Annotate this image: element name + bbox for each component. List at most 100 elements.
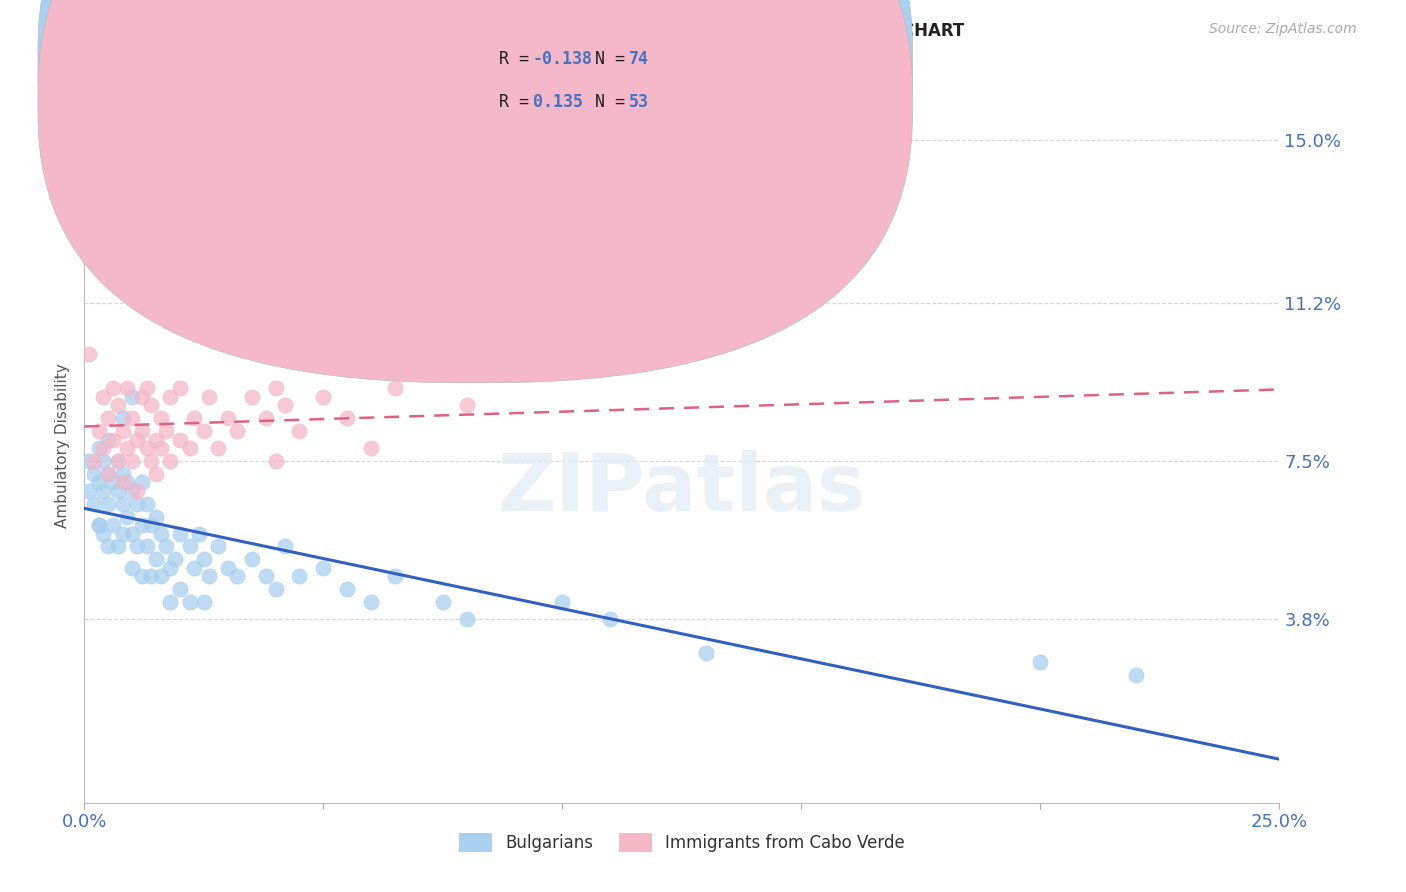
Point — [264, 381, 287, 395]
Point — [131, 475, 153, 490]
Point — [121, 483, 143, 498]
Point — [131, 518, 153, 533]
Point — [93, 526, 115, 541]
Text: -0.138: -0.138 — [533, 51, 593, 69]
Text: 0.135: 0.135 — [533, 93, 583, 111]
Point — [193, 424, 215, 438]
Point — [83, 454, 105, 468]
Point — [97, 540, 120, 554]
Point — [131, 390, 153, 404]
Point — [125, 497, 148, 511]
Point — [193, 595, 215, 609]
Point — [141, 454, 163, 468]
Point — [240, 390, 263, 404]
Point — [121, 561, 143, 575]
Point — [254, 411, 277, 425]
Point — [274, 398, 297, 412]
Text: N =: N = — [595, 51, 634, 69]
Point — [336, 582, 359, 596]
Point — [165, 552, 187, 566]
Point — [141, 569, 163, 583]
Point — [135, 441, 157, 455]
Point — [207, 540, 229, 554]
Point — [141, 398, 163, 412]
Point — [183, 561, 205, 575]
Point — [121, 411, 143, 425]
Point — [207, 441, 229, 455]
Point — [77, 483, 100, 498]
Point — [1029, 655, 1052, 669]
Point — [312, 390, 335, 404]
Point — [360, 595, 382, 609]
Point — [121, 526, 143, 541]
Point — [240, 552, 263, 566]
Point — [155, 424, 177, 438]
Text: 74: 74 — [628, 51, 648, 69]
Point — [125, 433, 148, 447]
Point — [254, 569, 277, 583]
Point — [77, 454, 100, 468]
Point — [97, 433, 120, 447]
Point — [111, 497, 134, 511]
Legend: Bulgarians, Immigrants from Cabo Verde: Bulgarians, Immigrants from Cabo Verde — [453, 826, 911, 859]
Point — [360, 441, 382, 455]
Point — [107, 483, 129, 498]
Point — [149, 526, 172, 541]
Point — [183, 411, 205, 425]
Point — [217, 411, 239, 425]
Point — [384, 381, 406, 395]
Point — [107, 398, 129, 412]
Point — [432, 595, 454, 609]
Point — [101, 475, 124, 490]
Point — [93, 483, 115, 498]
Point — [145, 433, 167, 447]
Point — [125, 483, 148, 498]
Point — [97, 467, 120, 481]
Point — [193, 552, 215, 566]
Point — [87, 518, 110, 533]
Point — [179, 441, 201, 455]
Point — [117, 441, 139, 455]
Y-axis label: Ambulatory Disability: Ambulatory Disability — [55, 364, 70, 528]
Point — [97, 497, 120, 511]
Point — [83, 497, 105, 511]
Point — [155, 540, 177, 554]
Point — [197, 569, 219, 583]
Point — [456, 612, 478, 626]
Point — [87, 441, 110, 455]
Point — [169, 381, 191, 395]
Point — [111, 526, 134, 541]
Point — [111, 467, 134, 481]
Point — [125, 540, 148, 554]
Point — [97, 219, 120, 233]
Point — [159, 454, 181, 468]
Point — [1125, 667, 1147, 681]
Text: 53: 53 — [628, 93, 648, 111]
Point — [149, 411, 172, 425]
Point — [107, 454, 129, 468]
Point — [135, 497, 157, 511]
Point — [111, 475, 134, 490]
Point — [695, 646, 717, 660]
Point — [93, 441, 115, 455]
Point — [288, 424, 311, 438]
Point — [77, 347, 100, 361]
Text: BULGARIAN VS IMMIGRANTS FROM CABO VERDE AMBULATORY DISABILITY CORRELATION CHART: BULGARIAN VS IMMIGRANTS FROM CABO VERDE … — [63, 22, 965, 40]
Point — [264, 582, 287, 596]
Point — [121, 454, 143, 468]
Point — [551, 595, 574, 609]
Point — [111, 411, 134, 425]
Point — [149, 441, 172, 455]
Text: R =: R = — [499, 51, 538, 69]
Point — [217, 561, 239, 575]
Point — [131, 424, 153, 438]
Point — [87, 424, 110, 438]
Point — [111, 424, 134, 438]
Point — [336, 411, 359, 425]
Point — [131, 569, 153, 583]
Text: R =: R = — [499, 93, 538, 111]
Point — [135, 381, 157, 395]
Point — [159, 595, 181, 609]
Text: Source: ZipAtlas.com: Source: ZipAtlas.com — [1209, 22, 1357, 37]
Point — [107, 454, 129, 468]
